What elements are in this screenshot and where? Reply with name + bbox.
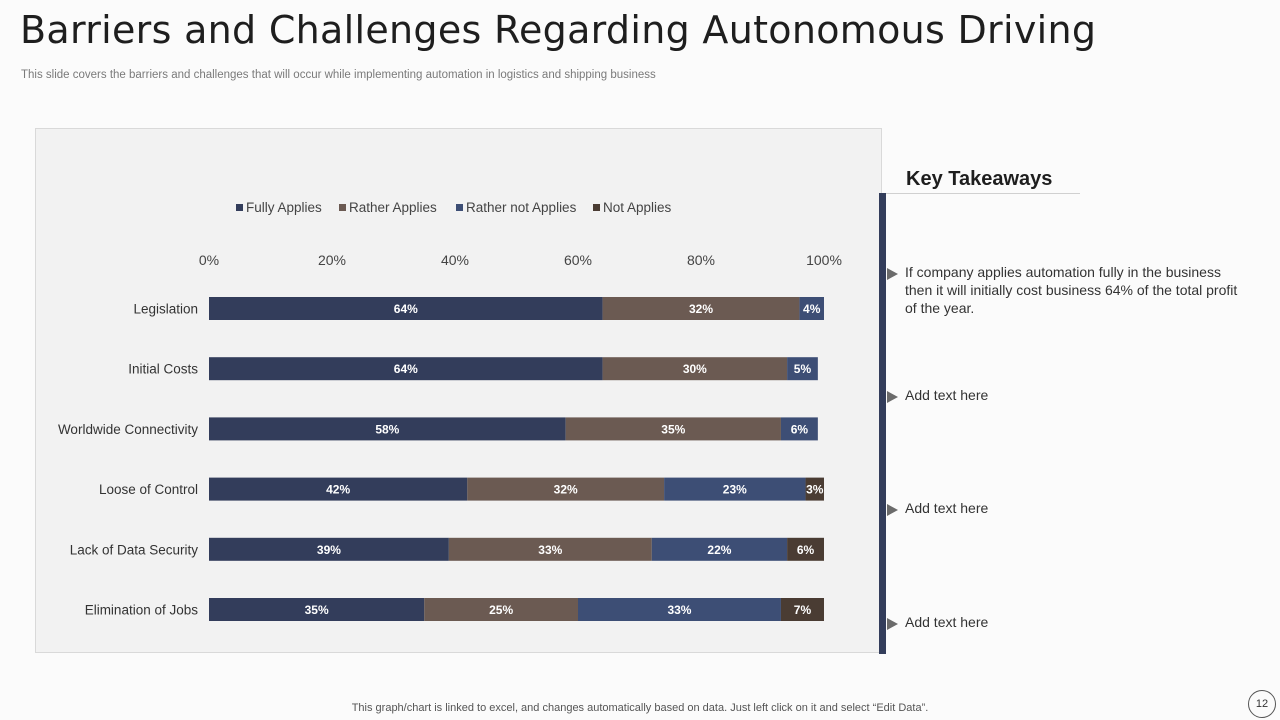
bar-segment — [448, 537, 652, 561]
bar-segment — [209, 357, 603, 381]
data-label: 58% — [375, 422, 399, 436]
bar-segment — [799, 297, 824, 320]
takeaway-item: Add text here — [887, 499, 1252, 517]
data-label: 32% — [554, 483, 578, 497]
data-label: 23% — [723, 483, 747, 497]
data-label: 42% — [326, 483, 350, 497]
data-label: 25% — [489, 603, 513, 617]
category-label: Loose of Control — [99, 482, 198, 497]
takeaways-accent-bar — [879, 193, 886, 654]
category-label: Elimination of Jobs — [85, 603, 199, 618]
bar-segment — [209, 537, 449, 561]
category-label: Legislation — [133, 302, 198, 317]
takeaway-text: Add text here — [905, 387, 989, 403]
triangle-bullet-icon — [887, 268, 898, 280]
x-tick-label: 80% — [687, 252, 715, 268]
legend-label: Not Applies — [603, 200, 672, 215]
bar-segment — [805, 477, 824, 501]
bar-segment — [780, 417, 818, 441]
x-tick-label: 0% — [199, 252, 219, 268]
bar-segment — [209, 417, 566, 441]
data-label: 6% — [797, 543, 815, 557]
bar-segment — [651, 537, 788, 561]
data-label: 3% — [806, 483, 824, 497]
data-label: 30% — [683, 362, 707, 376]
data-label: 4% — [803, 302, 821, 316]
takeaway-item: If company applies automation fully in t… — [887, 263, 1252, 317]
triangle-bullet-icon — [887, 391, 898, 403]
footer-note: This graph/chart is linked to excel, and… — [0, 702, 1280, 714]
slide-subtitle: This slide covers the barriers and chall… — [21, 69, 656, 81]
x-tick-label: 60% — [564, 252, 592, 268]
data-label: 35% — [305, 603, 329, 617]
legend-swatch — [456, 204, 463, 211]
data-label: 39% — [317, 543, 341, 557]
data-label: 22% — [707, 543, 731, 557]
category-label: Lack of Data Security — [70, 542, 199, 557]
legend-label: Rather Applies — [349, 200, 437, 215]
takeaway-text: Add text here — [905, 614, 989, 630]
heading-underline — [886, 193, 1080, 194]
data-label: 7% — [794, 603, 812, 617]
bar-segment — [209, 477, 468, 501]
chart-panel[interactable]: Fully Applies Rather Applies Rather not Ap… — [35, 128, 882, 653]
data-label: 64% — [394, 362, 418, 376]
data-label: 5% — [794, 362, 812, 376]
data-label: 35% — [661, 422, 685, 436]
slide-title: Barriers and Challenges Regarding Autono… — [20, 8, 1097, 52]
bar-segment — [787, 537, 824, 561]
page-number: 12 — [1248, 690, 1276, 718]
stacked-bar-chart[interactable]: Fully Applies Rather Applies Rather not Ap… — [36, 129, 883, 654]
data-label: 6% — [791, 422, 809, 436]
category-label: Worldwide Connectivity — [58, 422, 198, 437]
legend-label: Fully Applies — [246, 200, 322, 215]
takeaway-text: If company applies automation fully in t… — [905, 264, 1238, 316]
bar-segment — [787, 357, 818, 381]
x-tick-label: 20% — [318, 252, 346, 268]
category-label: Initial Costs — [128, 362, 198, 377]
legend-swatch — [236, 204, 243, 211]
bar-segment — [565, 417, 781, 441]
legend-swatch — [593, 204, 600, 211]
x-tick-label: 40% — [441, 252, 469, 268]
data-label: 33% — [667, 603, 691, 617]
takeaway-item: Add text here — [887, 386, 1252, 404]
bar-segment — [780, 598, 824, 621]
bar-segment — [602, 357, 788, 381]
takeaway-item: Add text here — [887, 613, 1252, 631]
data-label: 32% — [689, 302, 713, 316]
data-label: 64% — [394, 302, 418, 316]
bar-segment — [209, 297, 603, 320]
bar-segment — [424, 598, 578, 621]
key-takeaways-heading: Key Takeaways — [906, 168, 1053, 190]
triangle-bullet-icon — [887, 618, 898, 630]
bar-segment — [209, 598, 425, 621]
data-label: 33% — [538, 543, 562, 557]
takeaway-text: Add text here — [905, 500, 989, 516]
footer-text: This graph/chart is linked to excel, and… — [351, 702, 929, 714]
legend-swatch — [339, 204, 346, 211]
bar-segment — [467, 477, 665, 501]
bar-segment — [602, 297, 800, 320]
bar-segment — [578, 598, 781, 621]
bar-segment — [664, 477, 806, 501]
triangle-bullet-icon — [887, 504, 898, 516]
x-tick-label: 100% — [806, 252, 842, 268]
legend-label: Rather not Applies — [466, 200, 577, 215]
